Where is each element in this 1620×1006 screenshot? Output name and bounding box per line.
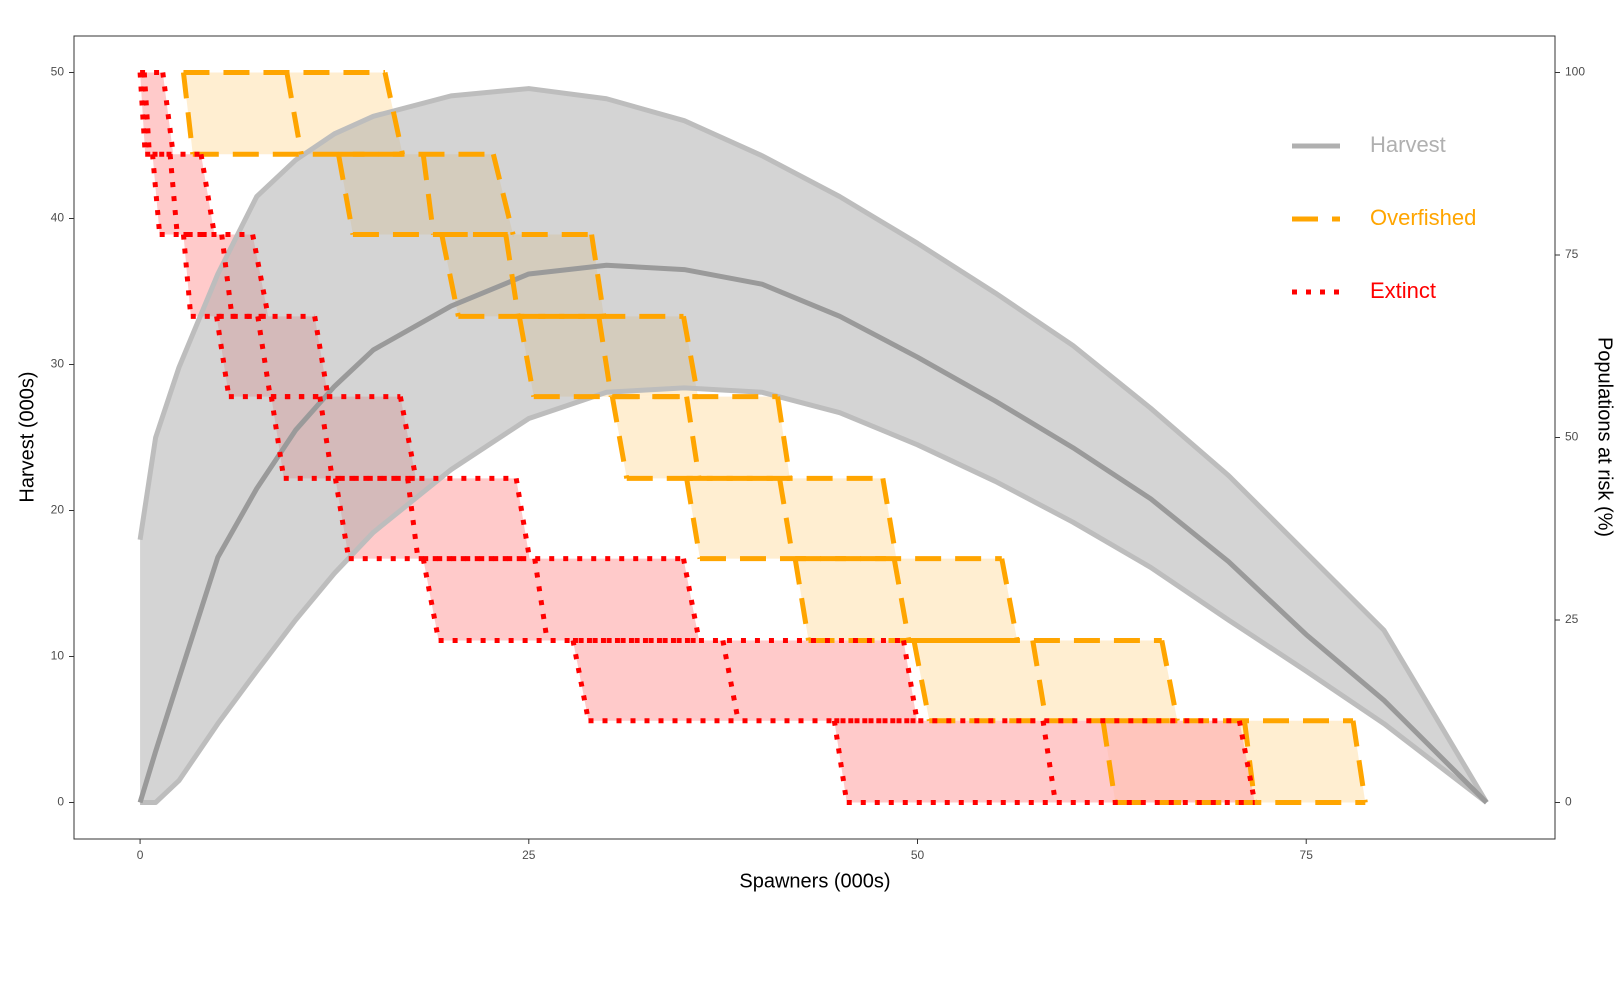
x-tick-label: 75 <box>1300 848 1314 862</box>
risk-band <box>795 558 1018 641</box>
y-tick-label: 0 <box>57 795 64 809</box>
risk-boundary <box>777 477 796 560</box>
risk-boundary <box>792 558 811 641</box>
harvest-band <box>140 88 1487 803</box>
risk-boundary <box>589 234 607 317</box>
risk-band <box>572 640 918 721</box>
risk-boundary <box>420 153 436 235</box>
y2-tick-label: 50 <box>1565 430 1579 444</box>
risk-boundary <box>1242 720 1258 803</box>
y-axis-title: Harvest (000s) <box>16 371 38 502</box>
risk-band <box>686 478 897 559</box>
risk-boundary <box>336 153 356 236</box>
plot-frame <box>73 35 1556 840</box>
y2-tick-label: 100 <box>1565 65 1585 79</box>
harvest-upper-line <box>137 86 1489 804</box>
legend-label: Harvest <box>1370 132 1446 157</box>
y-tick-label: 40 <box>51 211 65 225</box>
risk-boundary <box>684 477 703 560</box>
y2-axis-title: Populations at risk (%) <box>1594 337 1616 537</box>
x-tick-label: 50 <box>911 848 925 862</box>
y2-tick-label: 0 <box>1565 795 1572 809</box>
risk-boundary <box>775 396 793 479</box>
risk-band <box>834 720 1255 803</box>
risk-boundary <box>1030 640 1049 722</box>
risk-boundary <box>999 558 1020 641</box>
risk-boundary <box>891 558 912 641</box>
risk-band <box>913 640 1178 721</box>
risk-boundary <box>1159 639 1180 722</box>
harvest-median-line <box>137 262 1489 805</box>
y2-tick-label: 75 <box>1565 247 1579 261</box>
x-axis-title: Spawners (000s) <box>739 870 890 892</box>
risk-boundary <box>516 315 537 398</box>
risk-boundary <box>684 396 702 479</box>
risk-band <box>612 396 790 479</box>
risk-band <box>140 72 174 155</box>
risk-boundary <box>596 315 614 398</box>
risk-boundary <box>911 639 932 722</box>
risk-boundary <box>490 153 516 236</box>
legend-label: Extinct <box>1370 278 1436 303</box>
y-tick-label: 10 <box>51 649 65 663</box>
harvest-lower-line <box>140 385 1489 805</box>
y-tick-label: 50 <box>51 65 65 79</box>
legend-label: Overfished <box>1370 205 1476 230</box>
x-tick-label: 25 <box>522 848 536 862</box>
risk-boundary <box>284 72 304 155</box>
risk-boundary <box>439 234 461 317</box>
risk-boundary <box>1350 720 1368 803</box>
risk-boundary <box>880 477 899 560</box>
risk-boundary <box>382 71 405 155</box>
y2-tick-label: 25 <box>1565 612 1579 626</box>
risk-boundary <box>180 72 196 155</box>
risk-band <box>152 154 215 235</box>
x-tick-label: 0 <box>137 848 144 862</box>
risk-boundary <box>681 315 701 398</box>
risk-boundary <box>1100 720 1118 803</box>
y-tick-label: 20 <box>51 503 65 517</box>
risk-boundary <box>503 234 521 317</box>
risk-boundary <box>609 396 630 479</box>
y-tick-label: 30 <box>51 357 65 371</box>
risk-band <box>423 558 700 641</box>
